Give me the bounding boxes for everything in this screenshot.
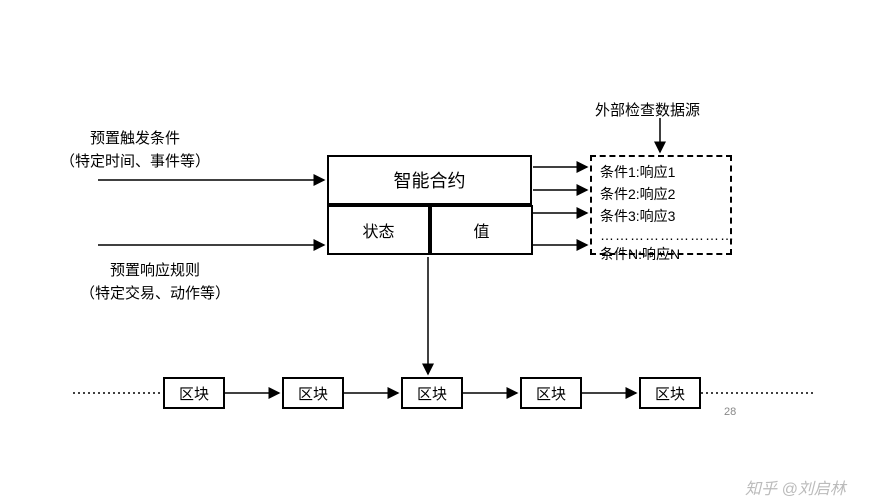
value-box: 值 <box>430 205 533 255</box>
page-number: 28 <box>724 404 736 421</box>
watermark: 知乎 @刘启林 <box>745 478 846 502</box>
chain-block: 区块 <box>163 377 225 409</box>
state-text: 状态 <box>362 218 394 242</box>
value-text: 值 <box>473 218 489 242</box>
state-box: 状态 <box>327 205 430 255</box>
condition-item: 条件2:响应2 <box>600 184 728 205</box>
chain-block: 区块 <box>639 377 701 409</box>
chain-block: 区块 <box>520 377 582 409</box>
condition-item: 条件1:响应1 <box>600 162 728 183</box>
trigger-label: 预置触发条件（特定时间、事件等） <box>60 128 210 173</box>
condition-item: 条件N:响应N <box>600 244 728 265</box>
chain-block: 区块 <box>282 377 344 409</box>
contract-box: 智能合约 <box>327 155 532 205</box>
condition-item: 条件3:响应3 <box>600 206 728 227</box>
external-label: 外部检查数据源 <box>595 100 700 123</box>
chain-block: 区块 <box>401 377 463 409</box>
response-label: 预置响应规则（特定交易、动作等） <box>80 260 230 305</box>
contract-text: 智能合约 <box>394 167 466 193</box>
conditions-box: 条件1:响应1条件2:响应2条件3:响应3………………………条件N:响应N <box>590 155 732 255</box>
ellipsis: ……………………… <box>600 228 728 243</box>
